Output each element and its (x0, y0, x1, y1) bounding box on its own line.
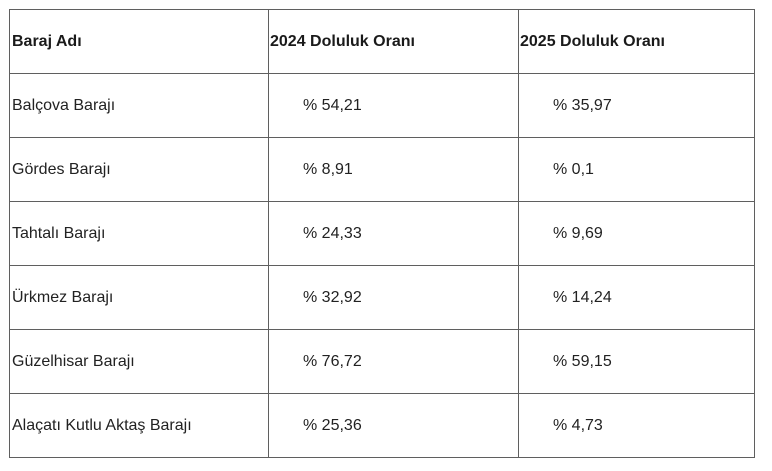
table-row: Ürkmez Barajı % 32,92 % 14,24 (9, 265, 755, 330)
occupancy-2024-cell: % 54,21 (268, 73, 519, 138)
occupancy-2025-cell: % 9,69 (518, 201, 755, 266)
dam-name-cell: Tahtalı Barajı (9, 201, 269, 266)
occupancy-2025-cell: % 0,1 (518, 137, 755, 202)
header-2024-occupancy: 2024 Doluluk Oranı (268, 9, 519, 74)
occupancy-2025-cell: % 35,97 (518, 73, 755, 138)
occupancy-2025-cell: % 14,24 (518, 265, 755, 330)
dam-name-cell: Gördes Barajı (9, 137, 269, 202)
dam-name-cell: Balçova Barajı (9, 73, 269, 138)
occupancy-2024-cell: % 8,91 (268, 137, 519, 202)
table-row: Tahtalı Barajı % 24,33 % 9,69 (9, 201, 755, 266)
occupancy-2025-cell: % 59,15 (518, 329, 755, 394)
dam-occupancy-table: Baraj Adı 2024 Doluluk Oranı 2025 Dolulu… (9, 9, 755, 458)
header-dam-name: Baraj Adı (9, 9, 269, 74)
dam-name-cell: Alaçatı Kutlu Aktaş Barajı (9, 393, 269, 458)
table-row: Alaçatı Kutlu Aktaş Barajı % 25,36 % 4,7… (9, 393, 755, 458)
table-header-row: Baraj Adı 2024 Doluluk Oranı 2025 Dolulu… (9, 9, 755, 74)
table-row: Gördes Barajı % 8,91 % 0,1 (9, 137, 755, 202)
occupancy-2024-cell: % 76,72 (268, 329, 519, 394)
dam-occupancy-table-container: Baraj Adı 2024 Doluluk Oranı 2025 Dolulu… (9, 9, 755, 458)
dam-name-cell: Güzelhisar Barajı (9, 329, 269, 394)
occupancy-2024-cell: % 25,36 (268, 393, 519, 458)
occupancy-2024-cell: % 32,92 (268, 265, 519, 330)
header-2025-occupancy: 2025 Doluluk Oranı (518, 9, 755, 74)
table-row: Balçova Barajı % 54,21 % 35,97 (9, 73, 755, 138)
occupancy-2025-cell: % 4,73 (518, 393, 755, 458)
occupancy-2024-cell: % 24,33 (268, 201, 519, 266)
table-row: Güzelhisar Barajı % 76,72 % 59,15 (9, 329, 755, 394)
dam-name-cell: Ürkmez Barajı (9, 265, 269, 330)
